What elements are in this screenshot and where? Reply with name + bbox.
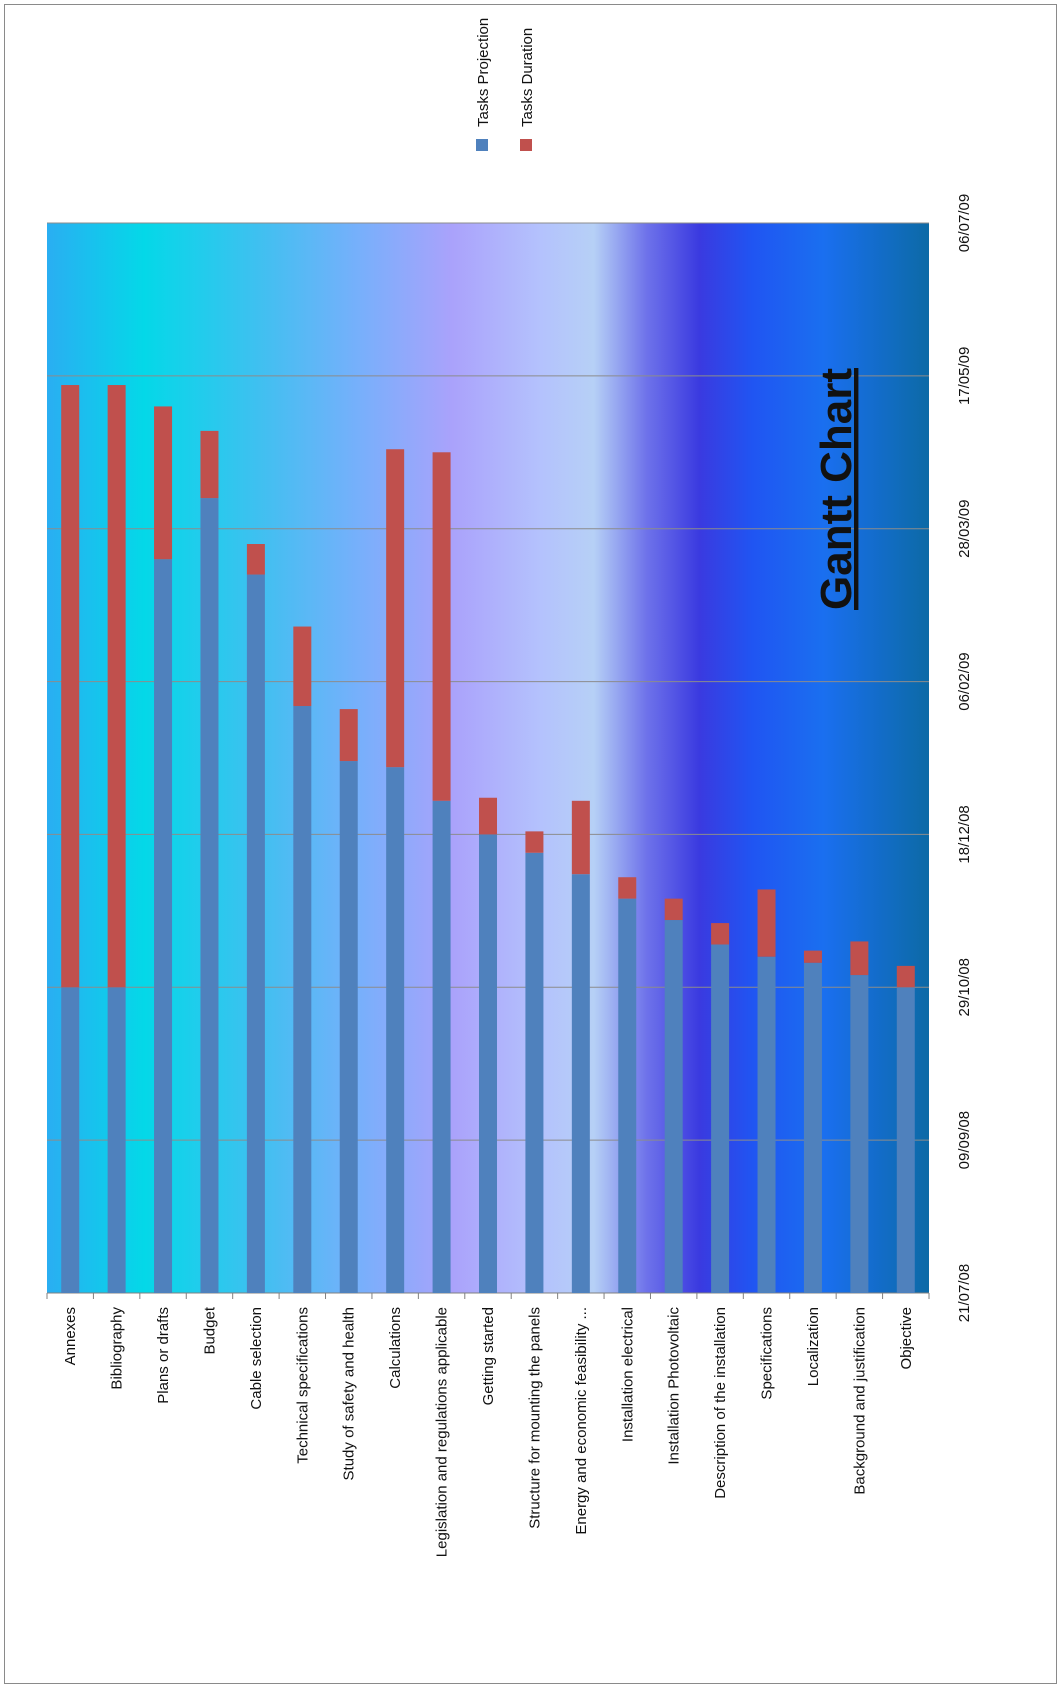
projection-bar <box>432 800 451 1293</box>
projection-bar <box>107 987 126 1293</box>
category-label: Technical specifications <box>294 1307 311 1464</box>
category-label: Study of safety and health <box>341 1307 358 1480</box>
projection-bar <box>293 706 312 1293</box>
projection-bar <box>339 761 358 1293</box>
duration-bar <box>850 941 869 976</box>
projection-bar <box>154 559 173 1293</box>
duration-bar <box>757 889 776 957</box>
duration-bar <box>386 449 405 768</box>
category-label: Installation electrical <box>619 1307 636 1442</box>
legend-label-projection: Tasks Projection <box>475 18 492 127</box>
legend-swatch-projection <box>476 139 488 151</box>
category-label: Localization <box>805 1307 822 1386</box>
category-label: Bibliography <box>109 1307 126 1390</box>
date-tick-label: 09/09/08 <box>956 1111 973 1169</box>
duration-bar <box>200 430 219 499</box>
projection-bar <box>246 574 265 1293</box>
gantt-chart: 21/07/08 09/09/08 29/10/08 18/12/08 06/02/09… <box>46 18 973 1557</box>
duration-bar <box>618 877 637 899</box>
category-label: Getting started <box>480 1307 497 1405</box>
date-tick-label: 06/02/09 <box>956 652 973 710</box>
projection-bar <box>479 834 497 1293</box>
date-tick-label: 29/10/08 <box>956 958 973 1016</box>
category-label: Legislation and regulations applicable <box>434 1307 451 1557</box>
category-label: Objective <box>898 1307 915 1370</box>
duration-bar <box>246 544 265 575</box>
projection-bar <box>200 498 219 1294</box>
projection-bar <box>757 956 776 1293</box>
category-label: Background and justification <box>851 1307 868 1495</box>
projection-bar <box>711 944 730 1293</box>
duration-bar <box>293 626 312 707</box>
projection-bar <box>850 975 869 1293</box>
duration-bar <box>479 797 497 835</box>
duration-bar <box>107 385 126 988</box>
date-tick-label: 06/07/09 <box>956 194 973 252</box>
category-label: Description of the installation <box>712 1307 729 1499</box>
category-label: Calculations <box>387 1307 404 1389</box>
category-label: Plans or drafts <box>155 1307 172 1404</box>
date-tick-label: 21/07/08 <box>956 1264 973 1322</box>
projection-bar <box>386 767 405 1293</box>
category-label: Specifications <box>759 1307 776 1400</box>
chart-frame: 21/07/08 09/09/08 29/10/08 18/12/08 06/02/09… <box>4 4 1057 1684</box>
legend: Tasks Projection Tasks Duration <box>475 18 536 151</box>
duration-bar <box>525 831 544 853</box>
category-label: Annexes <box>62 1307 79 1365</box>
category-label: Installation Photovoltaic <box>666 1307 683 1465</box>
category-label: Budget <box>201 1306 218 1354</box>
duration-bar <box>154 406 173 560</box>
projection-bar <box>896 987 915 1293</box>
category-label: Cable selection <box>248 1307 265 1410</box>
duration-bar <box>711 923 730 945</box>
date-tick-label: 17/05/09 <box>956 347 973 405</box>
duration-bar <box>432 452 451 801</box>
chart-title: Gantt Chart <box>812 368 861 610</box>
category-label: Structure for mounting the panels <box>526 1307 543 1529</box>
duration-bar <box>571 800 590 875</box>
duration-bar <box>664 898 683 921</box>
date-tick-label: 18/12/08 <box>956 805 973 863</box>
duration-bar <box>339 709 358 762</box>
duration-bar <box>61 385 80 988</box>
date-tick-label: 28/03/09 <box>956 500 973 558</box>
duration-bar <box>803 950 822 963</box>
projection-bar <box>618 898 637 1293</box>
projection-bar <box>525 852 544 1293</box>
projection-bar <box>571 874 590 1293</box>
legend-label-duration: Tasks Duration <box>519 28 536 127</box>
duration-bar <box>896 965 915 988</box>
category-label: Energy and economic feasibility ... <box>573 1307 590 1535</box>
projection-bar <box>664 920 683 1293</box>
projection-bar <box>803 962 822 1293</box>
legend-swatch-duration <box>520 139 532 151</box>
projection-bar <box>61 987 80 1293</box>
